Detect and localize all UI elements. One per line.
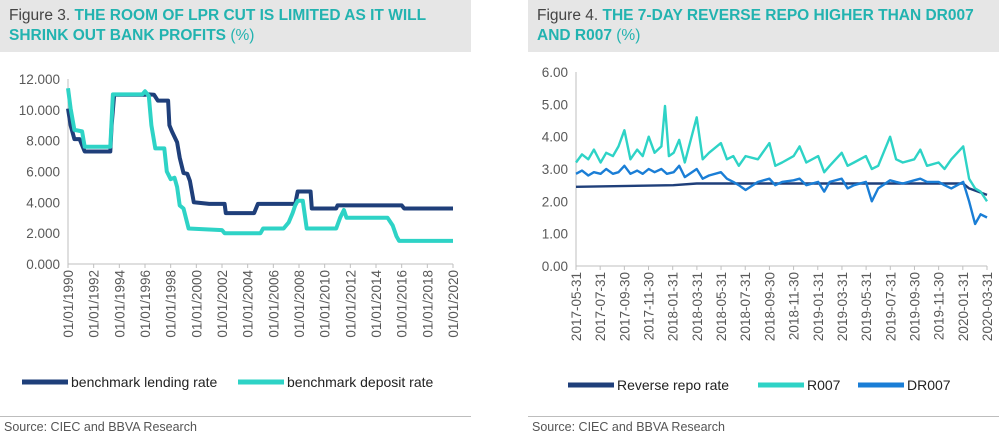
x-tick-label: 01/01/1990 [61,270,76,338]
x-tick-label: 01/01/2002 [215,270,230,338]
figure-3-title: THE ROOM OF LPR CUT IS LIMITED AS IT WIL… [9,7,426,44]
x-tick-label: 2017-07-31 [593,272,608,341]
x-tick-label: 2018-07-31 [738,272,753,341]
x-tick-label: 01/01/2020 [446,270,461,338]
y-tick-label: 2.00 [542,194,568,209]
figure-4-source: Source: CIEC and BBVA Research [532,420,725,434]
x-tick-label: 2018-11-30 [787,272,802,340]
legend-label-2: benchmark deposit rate [287,374,434,390]
x-tick-label: 01/01/2004 [241,270,256,338]
x-tick-label: 2018-09-30 [762,272,777,341]
series-line-3 [575,164,988,226]
x-tick-label: 2017-09-30 [617,272,632,341]
figure-3-chart: 0.000 2.000 4.000 6.000 8.000 10.000 12.000 01/… [19,72,461,390]
x-tick-label: 2019-03-31 [835,272,850,341]
x-tick-label: 2019-11-30 [932,272,947,340]
x-tick-label: 2018-01-31 [666,272,681,341]
x-tick-label: 01/01/1996 [138,270,153,338]
series-line-1 [66,92,453,216]
y-tick-label: 8.000 [26,134,60,149]
y-tick-label: 10.000 [19,103,60,118]
x-tick-label: 2019-01-31 [811,272,826,341]
figure-3-label: Figure 3. [9,7,71,24]
legend-label-1: benchmark lending rate [71,374,218,390]
x-tick-label: 01/01/2010 [318,270,333,338]
y-tick-label: 3.00 [542,162,568,177]
y-tick-label: 0.00 [542,259,568,274]
series-line-2 [66,88,453,243]
x-tick-label: 2019-07-31 [883,272,898,341]
y-tick-label: 4.00 [542,130,568,145]
x-tick-label: 01/01/2016 [395,270,410,338]
figure-4-title-box: Figure 4. THE 7-DAY REVERSE REPO HIGHER … [528,0,999,52]
x-tick-label: 2017-11-30 [642,272,657,340]
x-tick-label: 01/01/2012 [343,270,358,338]
x-tick-label: 01/01/2018 [420,270,435,338]
x-tick-label: 01/01/2014 [369,270,384,338]
series-line-2 [575,104,989,202]
legend-label-1: Reverse repo rate [617,377,729,393]
y-tick-label: 6.000 [26,165,60,180]
x-tick-label: 2020-01-31 [956,272,971,341]
figure-3-title-box: Figure 3. THE ROOM OF LPR CUT IS LIMITED… [0,0,471,52]
figure-3-source-divider [0,416,471,417]
figure-4-chart: 0.00 1.00 2.00 3.00 4.00 5.00 6.00 2017-05-31 20… [542,65,995,393]
x-tick-label: 01/01/1992 [87,270,102,338]
figure-3-unit: (%) [230,27,255,44]
x-tick-label: 2018-03-31 [690,272,705,341]
x-tick-label: 01/01/2008 [292,270,307,338]
y-tick-label: 5.00 [542,97,568,112]
figure-3-panel: Figure 3. THE ROOM OF LPR CUT IS LIMITED… [0,0,471,441]
x-tick-label: 2019-05-31 [859,272,874,341]
x-tick-label: 01/01/1994 [112,270,127,338]
x-tick-label: 2017-05-31 [569,272,584,341]
figure-4-title: THE 7-DAY REVERSE REPO HIGHER THAN DR007… [537,7,974,44]
x-tick-label: 2020-03-31 [980,272,995,341]
figure-3-source: Source: CIEC and BBVA Research [4,420,197,434]
legend-label-3: DR007 [907,377,951,393]
figure-4-unit: (%) [616,27,641,44]
x-tick-label: 01/01/2000 [189,270,204,338]
x-tick-label: 2019-09-30 [907,272,922,341]
series-line-1 [575,182,988,197]
y-tick-label: 1.00 [542,227,568,242]
figure-4-panel: Figure 4. THE 7-DAY REVERSE REPO HIGHER … [528,0,999,441]
x-tick-label: 01/01/2006 [266,270,281,338]
legend-label-2: R007 [807,377,841,393]
figure-4-label: Figure 4. [537,7,599,24]
y-tick-label: 6.00 [542,65,568,80]
x-tick-label: 01/01/1998 [164,270,179,338]
figure-4-source-divider [528,416,999,417]
y-tick-label: 0.000 [26,257,60,272]
y-tick-label: 12.000 [19,72,60,87]
y-tick-label: 2.000 [26,226,60,241]
y-tick-label: 4.000 [26,195,60,210]
x-tick-label: 2018-05-31 [714,272,729,341]
